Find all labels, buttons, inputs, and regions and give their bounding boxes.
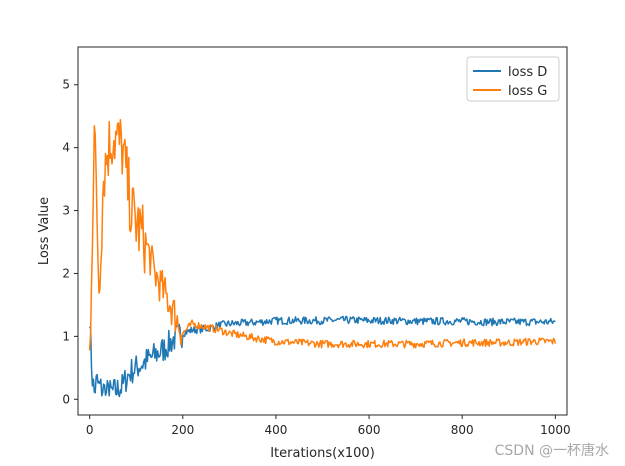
- x-tick-label: 1000: [540, 423, 571, 437]
- y-tick-label: 3: [62, 204, 70, 218]
- plot-area: [88, 118, 557, 398]
- series-line-loss-d: [88, 315, 556, 398]
- y-tick-label: 1: [62, 329, 70, 343]
- x-tick-label: 0: [86, 423, 94, 437]
- x-tick-label: 400: [264, 423, 287, 437]
- y-tick-label: 4: [62, 141, 70, 155]
- legend-label: loss D: [508, 65, 547, 80]
- axes-frame: [77, 46, 568, 416]
- watermark: CSDN @一杯唐水: [494, 443, 609, 459]
- series-line-loss-g: [88, 118, 557, 351]
- y-tick-label: 2: [62, 266, 70, 280]
- legend: loss D loss G: [466, 56, 560, 102]
- legend-label: loss G: [508, 84, 547, 99]
- x-tick-label: 600: [358, 423, 381, 437]
- x-tick-label: 200: [171, 423, 194, 437]
- y-axis-label: Loss Value: [37, 197, 52, 265]
- y-tick-label: 5: [62, 78, 70, 92]
- y-tick-label: 0: [62, 392, 70, 406]
- axis-ticks: 0 200 400 600 800 1000 0 1 2 3 4 5: [62, 78, 570, 437]
- x-tick-label: 800: [451, 423, 474, 437]
- x-axis-label: Iterations(x100): [270, 446, 375, 461]
